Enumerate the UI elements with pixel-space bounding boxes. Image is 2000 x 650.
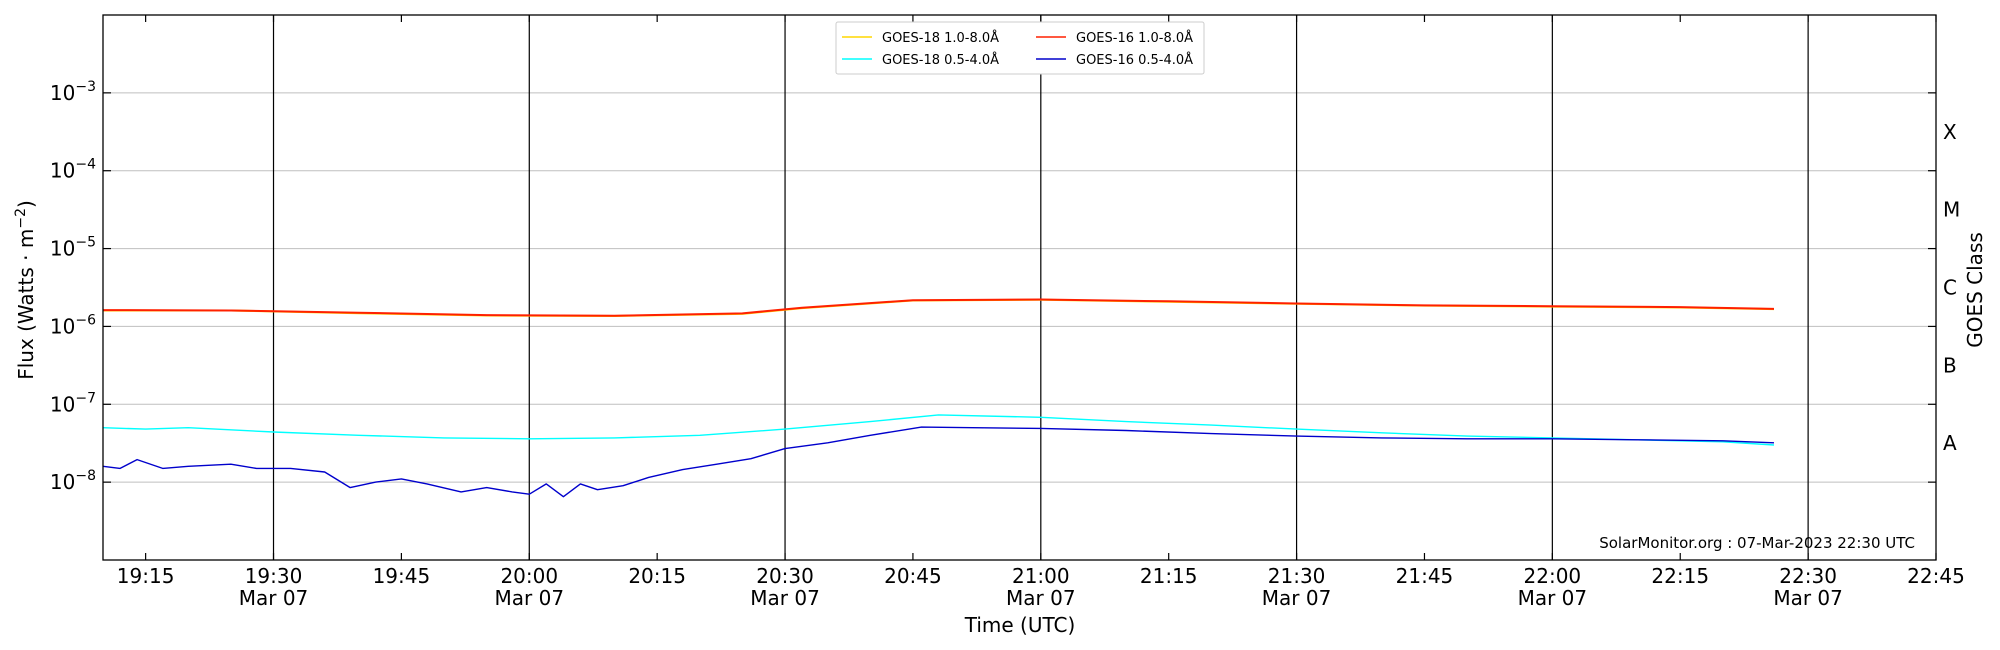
legend-box [835,21,1205,75]
goes-class-label: C [1943,276,1957,300]
goes-class-label: A [1943,431,1957,455]
x-tick-label: 21:00 [1012,564,1070,588]
gridlines [103,92,1936,483]
y-tick-label: 10−6 [50,312,96,338]
y-ticks: 10−8 10−7 10−6 10−5 10−4 10−3 [50,79,1936,494]
legend-label: GOES-16 1.0-8.0Å [1076,30,1193,46]
y-tick-label: 10−3 [50,79,96,105]
x-tick-date-label: Mar 07 [239,586,309,610]
legend: GOES-18 1.0-8.0Å GOES-18 0.5-4.0Å GOES-16 … [835,21,1205,75]
source-annotation: SolarMonitor.org : 07-Mar-2023 22:30 UTC [1599,534,1915,552]
x-tick-date-label: Mar 07 [495,586,565,610]
legend-label: GOES-16 0.5-4.0Å [1076,52,1193,68]
x-tick-label: 22:15 [1651,564,1709,588]
y-tick-label: 10−4 [50,157,96,183]
series-line-3 [102,426,1775,498]
x-tick-date-label: Mar 07 [1262,586,1332,610]
x-tick-label: 22:00 [1524,564,1582,588]
plot-frame [102,14,1937,561]
x-tick-date-label: Mar 07 [750,586,820,610]
y-axis-label: Flux (Watts · m−2) [13,200,38,380]
goes-class-labels: A B C M X [1943,120,1960,455]
x-tick-label: 20:00 [500,564,558,588]
x-tick-label: 22:45 [1907,564,1965,588]
x-tick-label: 20:45 [884,564,942,588]
legend-label: GOES-18 1.0-8.0Å [882,30,999,46]
x-tick-label: 22:30 [1779,564,1837,588]
x-tick-label: 19:30 [245,564,303,588]
x-tick-label: 19:45 [373,564,431,588]
series-line-1 [102,298,1775,317]
x-axis-label: Time (UTC) [964,613,1076,637]
legend-label: GOES-18 0.5-4.0Å [882,52,999,68]
x-tick-label: 19:15 [117,564,175,588]
x-tick-label: 20:30 [756,564,814,588]
x-tick-label: 21:30 [1268,564,1326,588]
goes-class-label: X [1943,120,1957,144]
x-tick-label: 21:45 [1396,564,1454,588]
series-layer [102,298,1775,498]
event-lines [272,15,1809,560]
x-tick-date-label: Mar 07 [1006,586,1076,610]
x-tick-label: 21:15 [1140,564,1198,588]
goes-class-label: M [1943,198,1960,222]
series-line-2 [102,414,1775,446]
y-tick-label: 10−8 [50,468,96,494]
goes-class-label: B [1943,353,1957,377]
y-tick-label: 10−5 [50,235,96,261]
x-tick-date-label: Mar 07 [1773,586,1843,610]
y-tick-label: 10−7 [50,390,96,416]
x-tick-label: 20:15 [628,564,686,588]
x-tick-date-label: Mar 07 [1518,586,1588,610]
y-axis-label-right: GOES Class [1963,232,1987,348]
